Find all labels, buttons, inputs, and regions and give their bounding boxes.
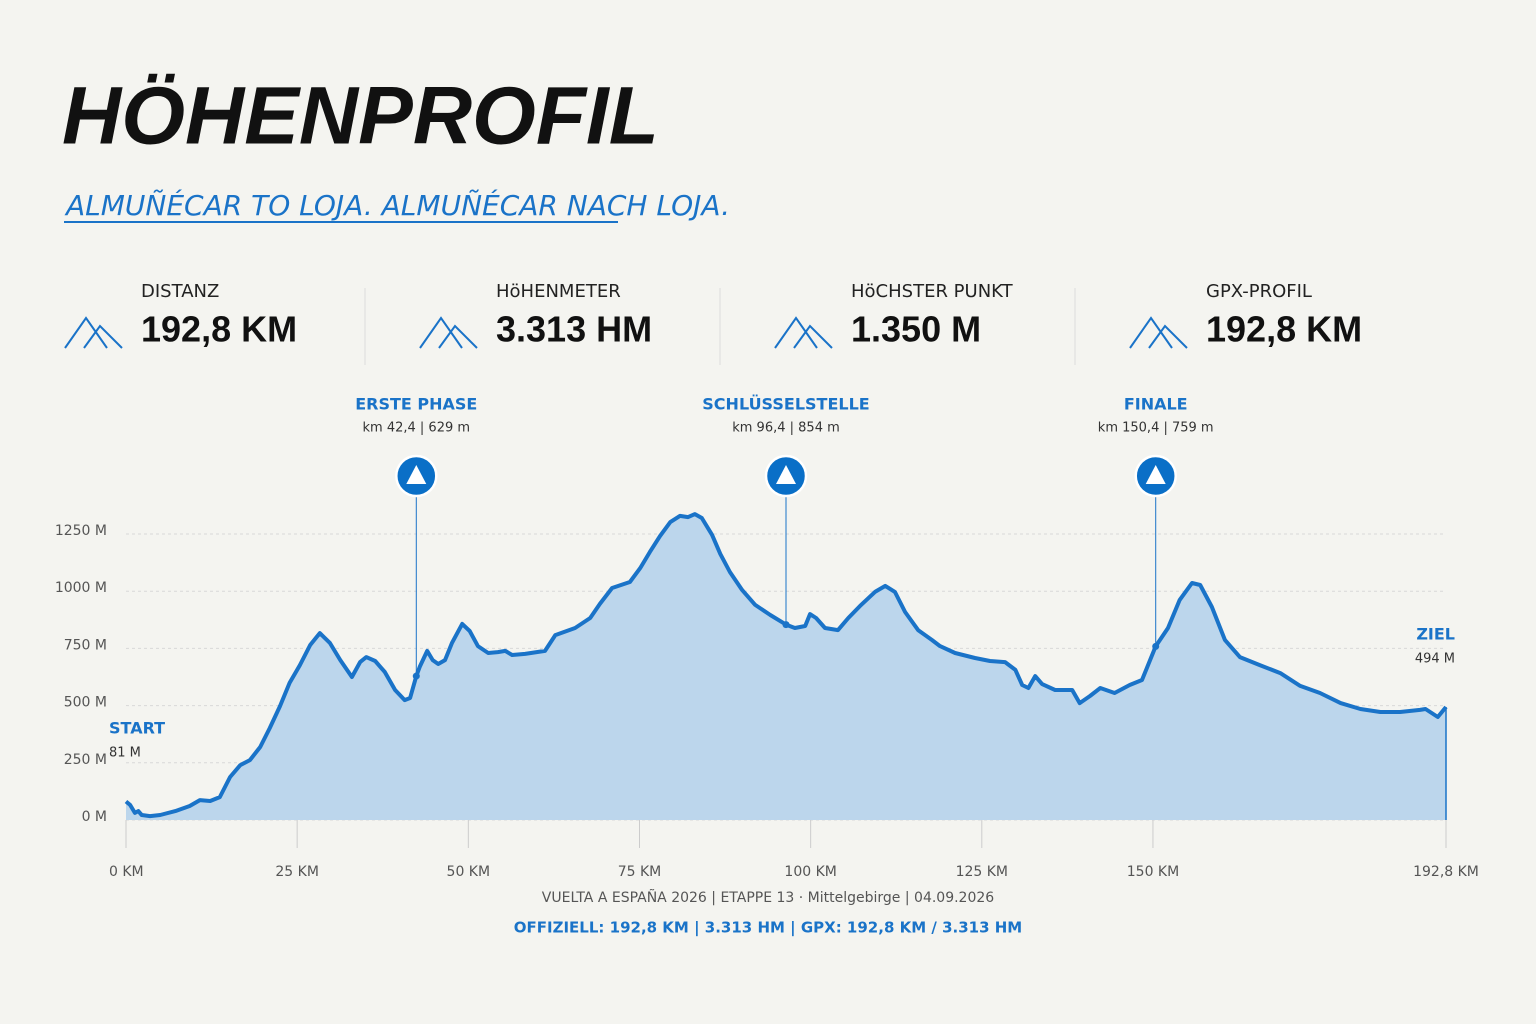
stat-label: HöCHSTER PUNKT	[851, 281, 1014, 302]
marker-label: FINALE	[1124, 395, 1188, 414]
mountain-icon	[64, 316, 123, 349]
y-tick-label: 0 M	[82, 809, 107, 825]
mountain-icon	[419, 316, 478, 349]
x-tick-label: 100 KM	[784, 864, 836, 880]
end-label: ZIEL	[1416, 625, 1455, 644]
end-detail: 494 M	[1415, 652, 1455, 667]
marker-point	[1152, 642, 1160, 650]
x-tick-label: 125 KM	[956, 864, 1008, 880]
mountain-icon	[774, 316, 833, 349]
stat-value: 192,8 KM	[1206, 309, 1362, 350]
y-tick-label: 250 M	[64, 752, 107, 768]
x-tick-label: 50 KM	[447, 864, 491, 880]
y-tick-label: 750 M	[64, 637, 107, 653]
subtitle: ALMUÑÉCAR TO LOJA. ALMUÑÉCAR NACH LOJA.	[64, 188, 730, 222]
marker-label: SCHLÜSSELSTELLE	[702, 395, 869, 414]
footer-line: VUELTA A ESPAÑA 2026 | ETAPPE 13 · Mitte…	[542, 889, 995, 906]
marker-point	[412, 672, 420, 680]
stat-separators	[364, 288, 1076, 365]
marker-icon	[406, 465, 427, 484]
x-tick-label: 0 KM	[109, 864, 144, 880]
y-tick-label: 500 M	[64, 695, 107, 711]
marker-label: ERSTE PHASE	[355, 395, 477, 414]
x-tick-label: 75 KM	[618, 864, 662, 880]
stat-value: 1.350 M	[851, 309, 981, 350]
elevation-line	[124, 512, 1448, 819]
stat-label: DISTANZ	[141, 281, 219, 302]
marker-icon	[1145, 465, 1166, 484]
stat-value: 192,8 KM	[141, 309, 297, 350]
mountain-icon	[1129, 316, 1188, 349]
stat-label: GPX-PROFIL	[1206, 281, 1312, 302]
marker-detail: km 42,4 | 629 m	[363, 421, 471, 436]
marker-icon	[776, 465, 796, 484]
y-tick-label: 1000 M	[55, 580, 107, 596]
marker-detail: km 150,4 | 759 m	[1098, 421, 1214, 436]
y-tick-label: 1250 M	[55, 523, 107, 539]
x-tick-label: 192,8 KM	[1413, 864, 1479, 880]
marker-detail: km 96,4 | 854 m	[732, 421, 840, 436]
start-detail: 81 M	[109, 746, 141, 761]
marker-point	[782, 621, 790, 629]
x-tick-label: 150 KM	[1127, 864, 1179, 880]
title: HÖHENPROFIL	[62, 71, 659, 162]
footer-summary: OFFIZIELL: 192,8 KM | 3.313 HM | GPX: 19…	[514, 919, 1022, 938]
stat-label: HöHENMETER	[496, 281, 621, 302]
start-label: START	[109, 719, 165, 738]
stat-value: 3.313 HM	[496, 309, 652, 350]
x-tick-label: 25 KM	[275, 864, 319, 880]
elevation-area	[126, 514, 1446, 820]
